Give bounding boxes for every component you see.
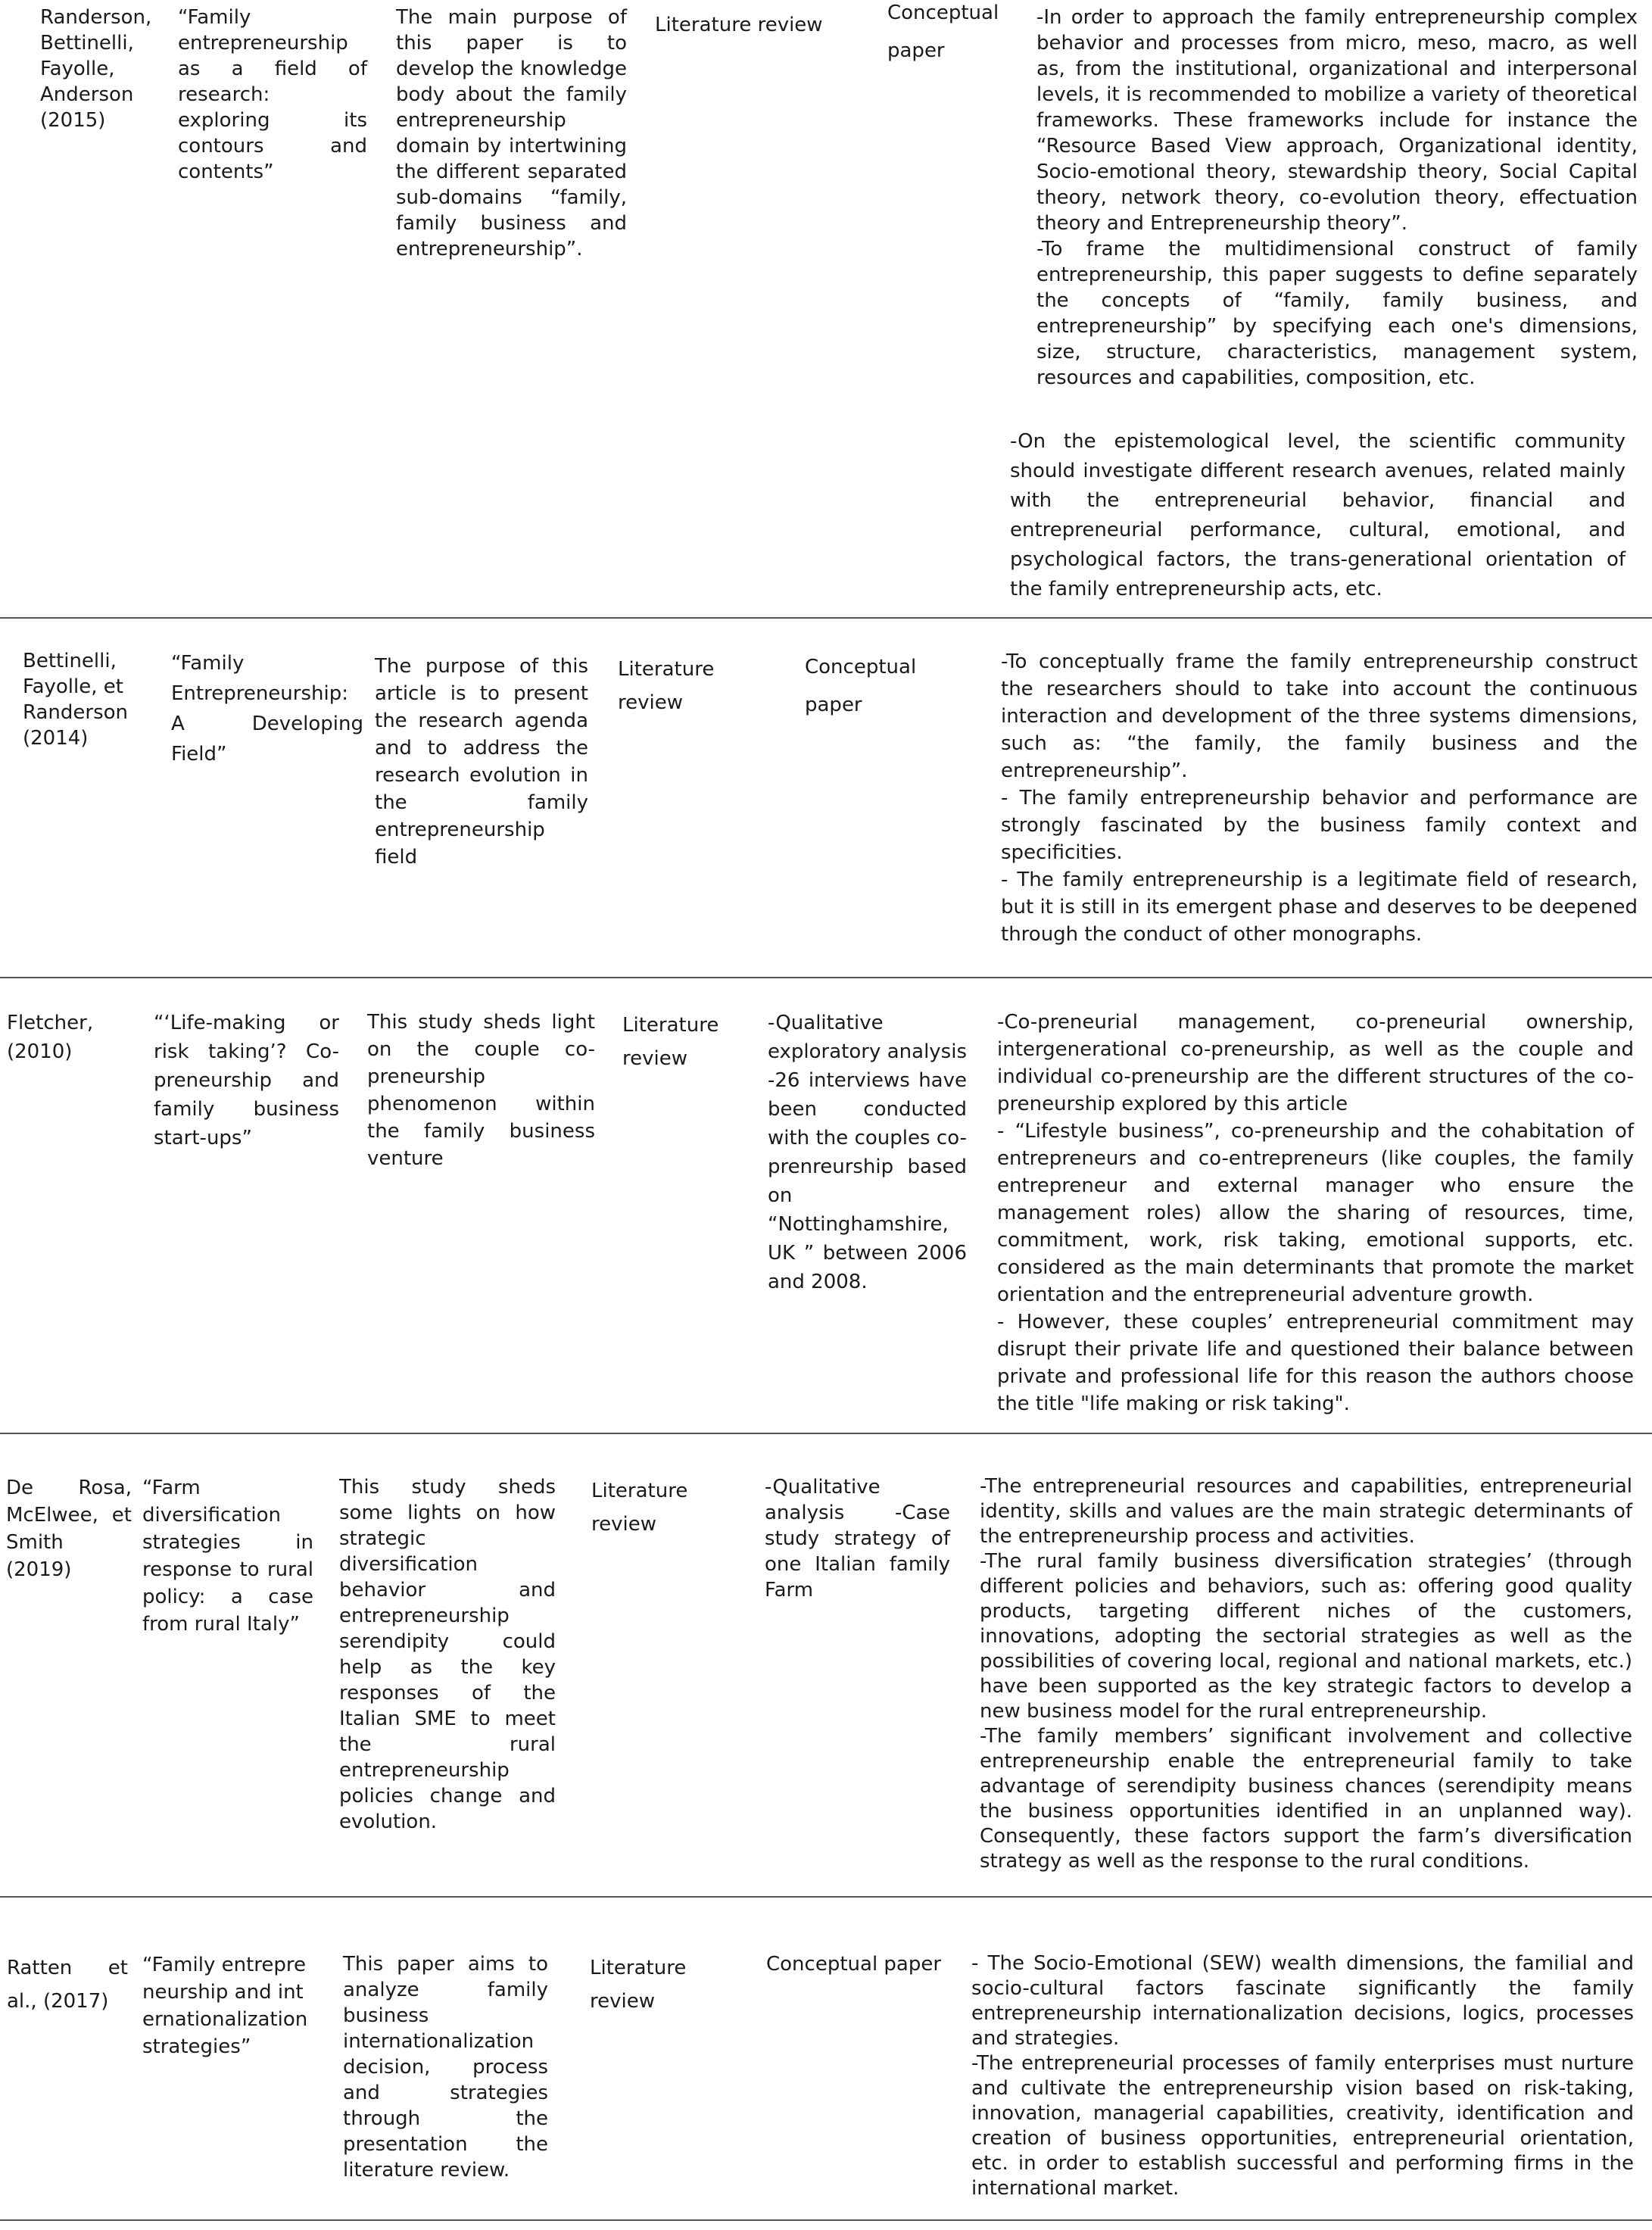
method-cell: Literature review [618,658,715,714]
finding: -On the epistemological level, the scien… [1010,430,1626,600]
findings-cell: -Co-preneurial management, co-preneurial… [997,1009,1634,1418]
finding: -The entrepreneurial resources and capab… [980,1475,1632,1548]
title-cell: “Farm diversification strategies in resp… [142,1477,313,1636]
design-cell: Conceptual paper [887,2,999,62]
purpose-cell: This study sheds some lights on how stra… [339,1476,556,1833]
finding: -To frame the multidimensional construct… [1036,238,1638,389]
findings-cell: -To conceptually frame the family entrep… [1001,648,1638,948]
finding: - The family entrepreneurship is a legit… [1001,869,1638,946]
design-cell: Conceptual paper [766,1953,942,1976]
finding: -The family members’ significant involve… [980,1725,1632,1873]
findings-cell: -The entrepreneurial resources and capab… [980,1474,1632,1874]
findings-cell: -On the epistemological level, the scien… [1010,427,1626,604]
design-cell: Conceptual paper [805,656,917,716]
method-cell: Literature review [622,1014,719,1070]
finding: - The Socio-Emotional (SEW) wealth dimen… [971,1952,1634,2050]
design-cell: -Qualitative analysis -Case study strate… [765,1476,950,1602]
title-cell: “Family entrepreneurship as a field of r… [178,6,367,183]
authors-cell: Ratten et al., (2017) [7,1957,128,2013]
purpose-cell: This paper aims to analyze family busine… [343,1953,548,2182]
design-cell: -Qualitative exploratory analysis -26 in… [768,1012,967,1293]
method-cell: Literature review [655,14,823,36]
row-divider [0,2219,1652,2221]
finding: -To conceptually frame the family entrep… [1001,650,1638,782]
purpose-cell: The main purpose of this paper is to dev… [396,6,627,260]
authors-cell: Bettinelli, Fayolle, et Randerson (2014) [23,650,129,750]
finding: -The entrepreneurial processes of family… [971,2052,1634,2200]
finding: - “Lifestyle business”, co-preneurship a… [997,1120,1634,1306]
finding: - The family entrepreneurship behavior a… [1001,787,1638,864]
findings-cell: - The Socio-Emotional (SEW) wealth dimen… [971,1951,1634,2201]
row-divider [0,977,1652,978]
title-cell: “Family Entrepreneurship: A Developing F… [171,652,363,766]
row-divider [0,617,1652,619]
purpose-cell: The purpose of this article is to presen… [375,655,588,869]
findings-cell: -In order to approach the family entrepr… [1036,5,1638,391]
row-divider [0,1433,1652,1434]
method-cell: Literature review [591,1480,688,1536]
title-cell: “Family entrepreneurship and internation… [142,1954,308,2058]
method-cell: Literature review [590,1957,687,2013]
title-cell: “‘Life-making or risk taking’? Co-preneu… [154,1012,339,1149]
finding: -In order to approach the family entrepr… [1036,6,1638,235]
authors-cell: Fletcher, (2010) [7,1012,94,1063]
row-divider [0,1896,1652,1898]
finding: -Co-preneurial management, co-preneurial… [997,1011,1634,1115]
finding: -The rural family business diversificati… [980,1550,1632,1723]
purpose-cell: This study sheds light on the couple co-… [367,1011,595,1170]
authors-cell: De Rosa, McElwee, et Smith (2019) [6,1477,132,1581]
finding: - However, these couples’ entrepreneuria… [997,1311,1634,1415]
authors-cell: Randerson, Bettinelli, Fayolle, Anderson… [40,6,152,132]
